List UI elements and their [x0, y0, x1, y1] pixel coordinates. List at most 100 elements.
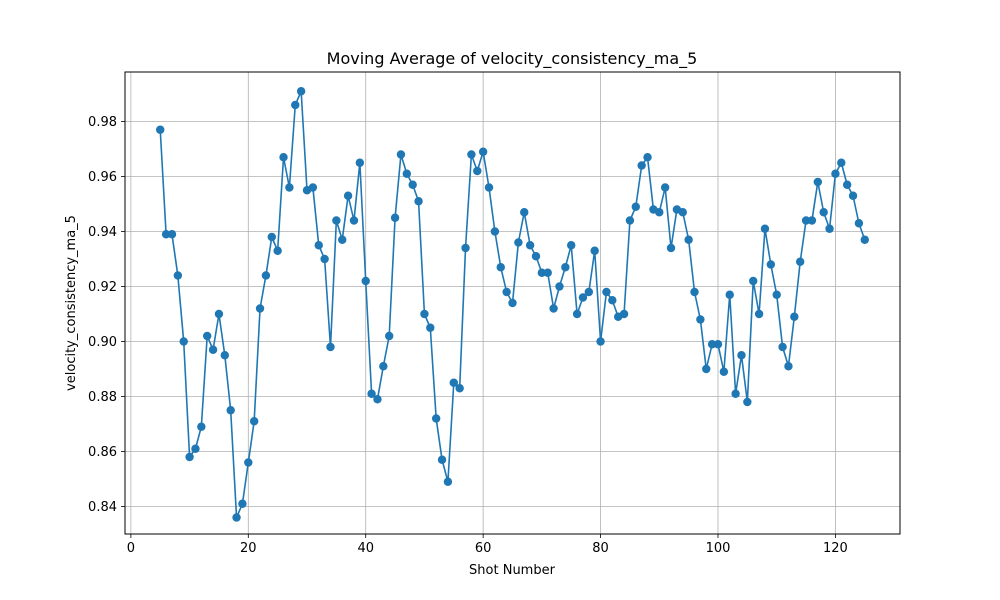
data-point	[244, 458, 253, 467]
data-point	[684, 235, 693, 244]
data-point	[778, 342, 787, 352]
y-tick-label: 0.98	[88, 115, 117, 130]
data-point	[426, 323, 435, 332]
data-point	[161, 230, 171, 239]
x-axis-ticks: 0 20 40 60 80 100 120	[127, 534, 848, 556]
data-point	[754, 309, 764, 319]
data-point	[179, 337, 188, 346]
data-point	[267, 232, 276, 242]
data-point	[249, 417, 259, 426]
data-point	[678, 208, 687, 217]
data-point	[296, 87, 306, 96]
data-point	[473, 166, 482, 176]
data-point	[508, 298, 517, 308]
data-point	[784, 362, 793, 371]
y-tick-label: 0.86	[88, 445, 117, 460]
data-point	[490, 227, 500, 236]
data-point	[584, 287, 594, 297]
grid	[125, 72, 900, 534]
data-point	[332, 216, 341, 225]
data-point	[631, 202, 640, 211]
y-tick-label: 0.92	[88, 280, 117, 295]
data-point	[801, 216, 811, 225]
x-tick-label: 80	[592, 541, 609, 556]
data-point	[602, 287, 611, 297]
data-point	[772, 290, 781, 299]
data-point	[795, 257, 805, 266]
data-point	[837, 158, 846, 167]
data-point	[197, 422, 206, 431]
data-point	[696, 315, 705, 324]
data-point	[543, 268, 552, 277]
data-point	[478, 147, 488, 156]
data-point	[385, 331, 394, 341]
data-point	[860, 235, 869, 244]
data-point	[291, 100, 300, 110]
data-point	[338, 235, 347, 244]
x-tick-label: 120	[823, 541, 848, 556]
y-axis-label: velocity_consistency_ma_5	[64, 215, 79, 391]
data-point	[202, 331, 212, 341]
data-point	[590, 246, 599, 255]
chart-title: Moving Average of velocity_consistency_m…	[327, 49, 698, 69]
data-point	[496, 263, 505, 272]
data-point	[255, 304, 265, 313]
data-point	[737, 351, 746, 360]
data-point	[578, 293, 588, 302]
data-point	[842, 180, 852, 189]
x-tick-label: 0	[127, 541, 135, 556]
data-point	[279, 153, 288, 162]
data-point	[238, 499, 247, 508]
data-point	[379, 362, 388, 371]
data-point	[807, 216, 817, 225]
y-tick-label: 0.88	[88, 390, 117, 405]
data-point	[643, 153, 652, 162]
data-point	[367, 389, 376, 398]
data-point	[561, 263, 570, 272]
data-point	[226, 406, 235, 415]
data-point	[167, 230, 177, 239]
data-point	[713, 340, 723, 349]
data-point	[690, 287, 699, 297]
data-point	[619, 309, 629, 319]
data-point	[326, 342, 335, 352]
data-point	[596, 337, 605, 346]
data-point	[725, 290, 734, 299]
y-tick-label: 0.84	[88, 500, 117, 515]
y-tick-label: 0.90	[88, 335, 117, 350]
data-point	[766, 260, 776, 269]
data-point	[760, 224, 770, 233]
data-point	[819, 208, 828, 217]
data-point	[437, 455, 447, 464]
data-point	[555, 282, 564, 291]
data-point	[702, 364, 711, 374]
data-point	[261, 271, 271, 280]
data-point	[825, 224, 834, 233]
data-point	[232, 513, 241, 522]
x-tick-label: 100	[706, 541, 731, 556]
data-point	[361, 276, 370, 286]
data-point	[467, 150, 476, 159]
data-point	[537, 268, 547, 277]
data-point	[314, 241, 323, 250]
data-point	[443, 477, 453, 486]
data-point	[813, 177, 823, 187]
data-point	[567, 241, 576, 250]
data-point	[731, 389, 740, 398]
data-point	[173, 271, 183, 280]
y-axis-ticks: 0.84 0.86 0.88 0.90 0.92 0.94 0.96 0.98	[88, 115, 125, 515]
data-point	[390, 213, 400, 222]
x-tick-label: 20	[240, 541, 257, 556]
data-point	[220, 351, 230, 360]
data-point	[414, 197, 423, 206]
data-point	[484, 183, 494, 192]
x-tick-label: 40	[357, 541, 374, 556]
data-point	[455, 384, 464, 393]
data-point	[531, 252, 541, 261]
data-point	[719, 367, 729, 376]
data-point	[408, 180, 417, 189]
data-point	[320, 254, 329, 264]
data-point	[625, 216, 635, 225]
